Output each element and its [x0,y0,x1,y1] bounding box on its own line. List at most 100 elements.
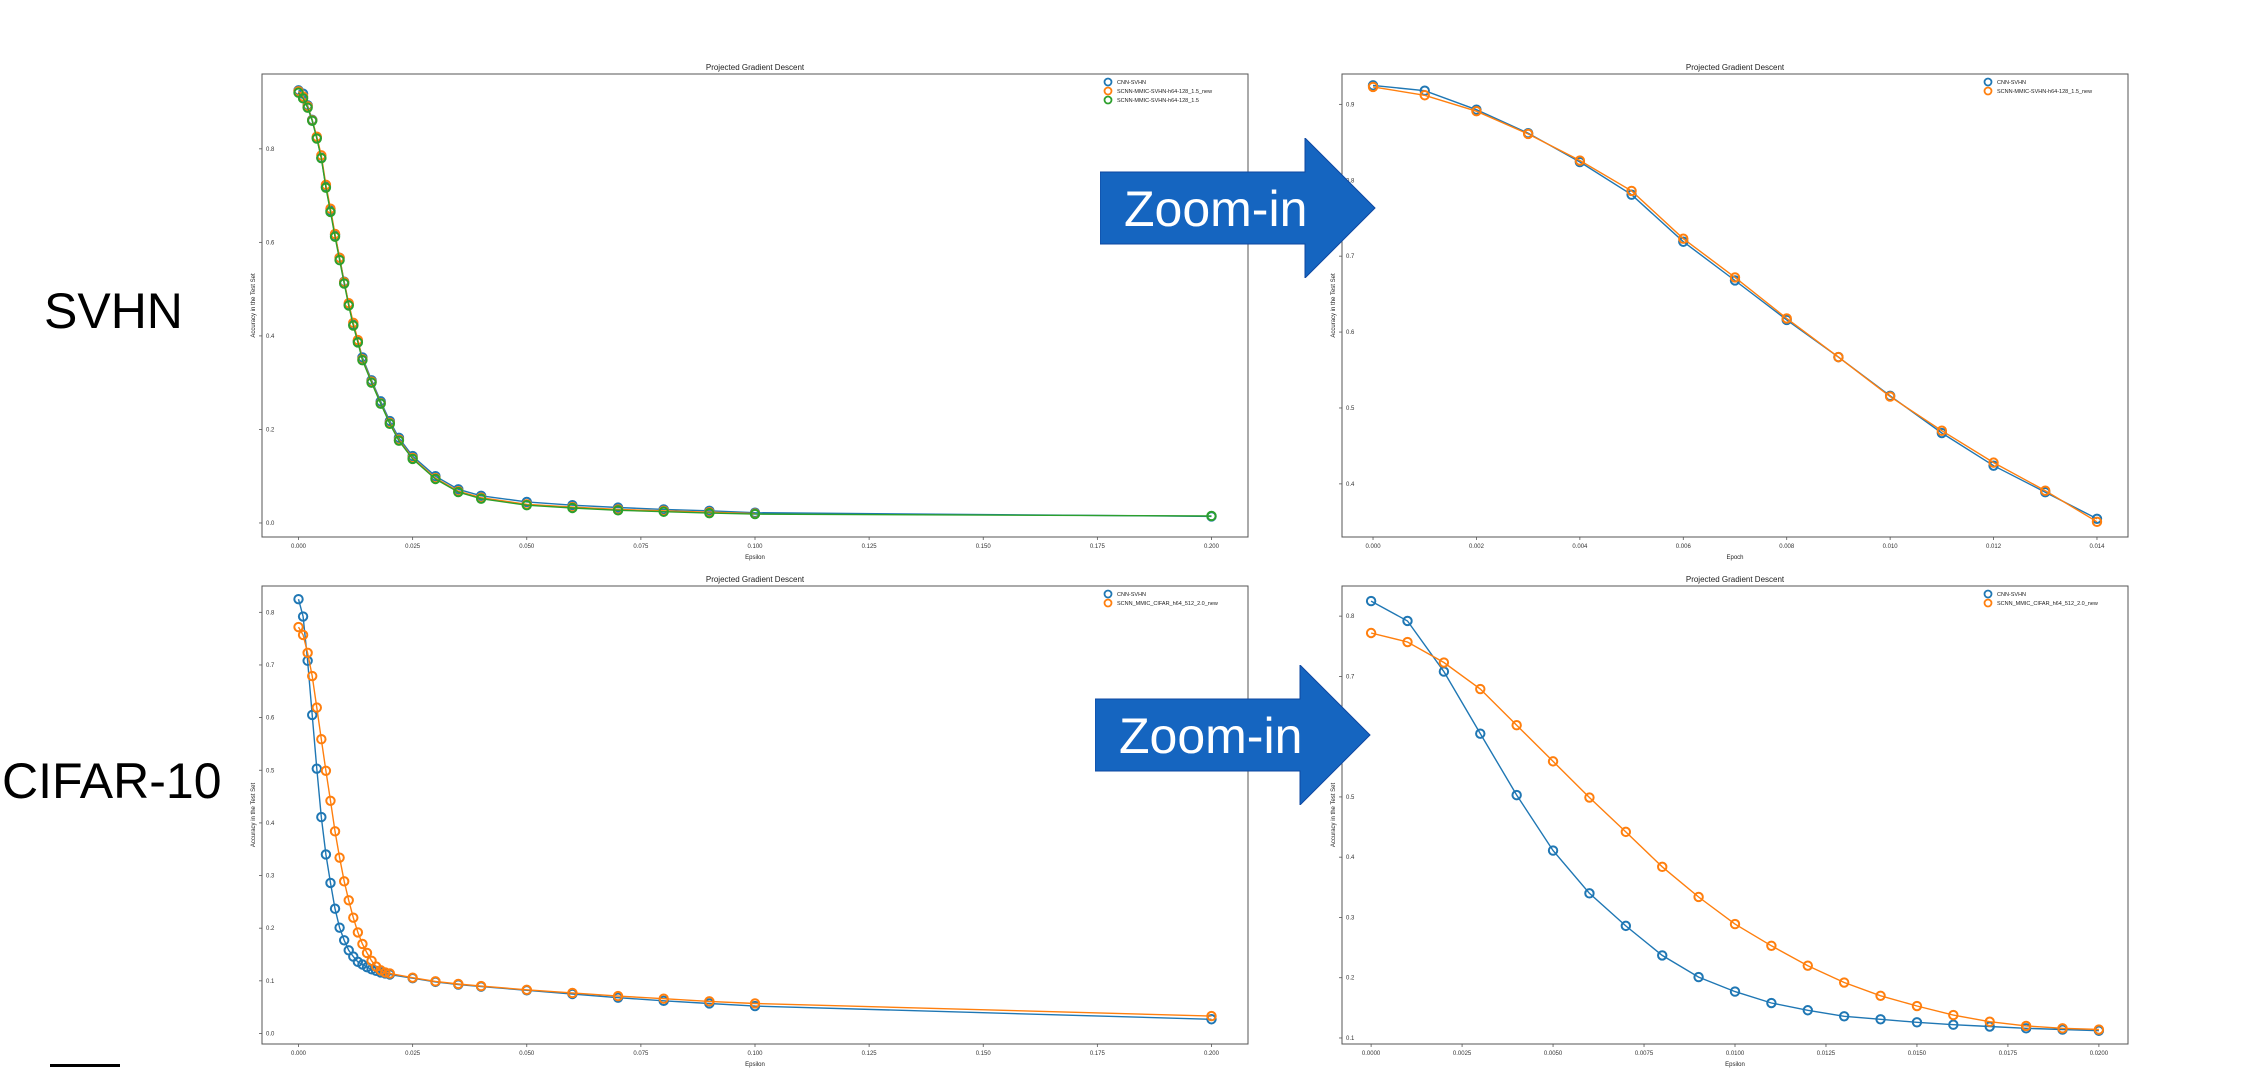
data-point [2091,516,2103,528]
plot-frame [261,73,1249,538]
data-point [293,621,304,633]
data-point [1365,627,1377,639]
data-point [325,795,336,806]
zoom-in-arrow: Zoom-in [1100,138,1376,278]
data-point [1729,918,1741,930]
legend-label: CNN-SVHN [1117,592,1146,598]
y-tick-label: 0.4 [266,334,275,340]
data-point [1693,891,1704,903]
data-point [430,976,441,987]
data-point [316,733,327,745]
y-axis-label: Accuracy in the Test Set [251,783,257,848]
data-point [407,972,418,983]
data-point [320,182,332,193]
data-point [1802,960,1813,971]
data-point [1984,1016,1995,1027]
data-point [749,998,761,1009]
y-tick-label: 0.6 [266,716,275,722]
x-tick-label: 0.125 [862,544,878,550]
y-axis-label: Accuracy in the Test Set [251,273,257,338]
data-point [658,506,669,517]
data-point [1911,1000,1923,1012]
data-point [348,320,359,331]
data-point [334,852,345,863]
chart-svg: Projected Gradient Descent Epsilon Accurac… [1331,575,2129,1068]
data-point [658,993,669,1004]
series-line [1372,86,2098,523]
data-point [338,876,350,887]
data-point [1522,128,1534,140]
y-tick-label: 0.6 [1346,330,1355,336]
data-point [343,895,354,906]
x-tick-label: 0.100 [747,544,763,550]
chart-title: Projected Gradient Descent [1686,575,1785,584]
data-point [307,115,318,126]
data-point [1402,636,1413,648]
data-point [1948,1009,1959,1021]
data-point [384,418,396,430]
y-tick-label: 0.7 [266,663,275,669]
data-point [1833,351,1844,363]
y-tick-label: 0.8 [1346,178,1355,184]
data-point [1419,90,1430,101]
y-tick-label: 0.2 [266,427,275,433]
data-point [1875,1014,1886,1025]
data-point [293,593,304,605]
chart-title: Projected Gradient Descent [706,63,805,72]
y-tick-label: 0.0 [266,1031,275,1037]
data-point [348,912,359,923]
data-point [1875,990,1886,1001]
zoom-in-label: Zoom-in [1124,181,1307,237]
data-point [1367,81,1379,93]
x-tick-label: 0.025 [405,1051,421,1057]
y-tick-label: 0.7 [1346,674,1355,680]
chart-cifar-zoom: Projected Gradient Descent Epsilon Accurac… [1330,572,2130,1072]
legend-marker [1983,598,1993,608]
legend-marker [1983,86,1993,96]
x-tick-label: 0.100 [747,1051,763,1057]
data-point [1620,826,1632,838]
y-tick-label: 0.8 [1346,614,1355,620]
x-axis-label: Epsilon [1725,1062,1745,1068]
data-point [329,231,341,242]
data-point [1471,105,1482,117]
zoom-in-label: Zoom-in [1119,708,1302,764]
data-point [1781,313,1792,324]
data-point [1657,861,1668,873]
data-point [612,505,624,516]
data-point [1936,425,1948,436]
y-tick-label: 0.7 [1346,254,1355,260]
legend-marker [1983,589,1993,599]
x-tick-label: 0.150 [976,544,992,550]
data-point [1729,986,1741,997]
x-tick-label: 0.000 [1366,544,1382,550]
x-axis-label: Epsilon [745,1062,765,1068]
y-tick-label: 0.4 [1346,482,1355,488]
data-point [1206,1014,1217,1025]
data-point [1766,997,1777,1009]
data-point [2057,1023,2068,1034]
x-tick-label: 0.000 [291,1051,307,1057]
data-point [297,629,309,641]
data-point [302,647,313,659]
data-point [612,990,624,1002]
y-tick-label: 0.9 [1346,102,1355,108]
data-point [1626,185,1637,197]
x-tick-label: 0.0050 [1544,1051,1563,1057]
data-point [320,765,332,776]
data-point [307,709,318,721]
data-point [1547,756,1559,767]
legend-label: CNN-SVHN [1117,80,1146,86]
data-point [352,337,364,348]
x-tick-label: 0.075 [633,544,649,550]
row-label-cifar: CIFAR-10 [2,753,222,809]
x-tick-label: 0.000 [291,544,307,550]
x-tick-label: 0.0075 [1635,1051,1654,1057]
data-point [1206,1010,1217,1022]
x-tick-label: 0.0175 [1999,1051,2018,1057]
data-point [567,502,578,514]
data-point [311,702,322,713]
legend-label: SCNN_MMIC_CIFAR_h64_512_2.0_new [1117,601,1218,607]
data-point [521,984,532,995]
data-point [1766,940,1777,951]
